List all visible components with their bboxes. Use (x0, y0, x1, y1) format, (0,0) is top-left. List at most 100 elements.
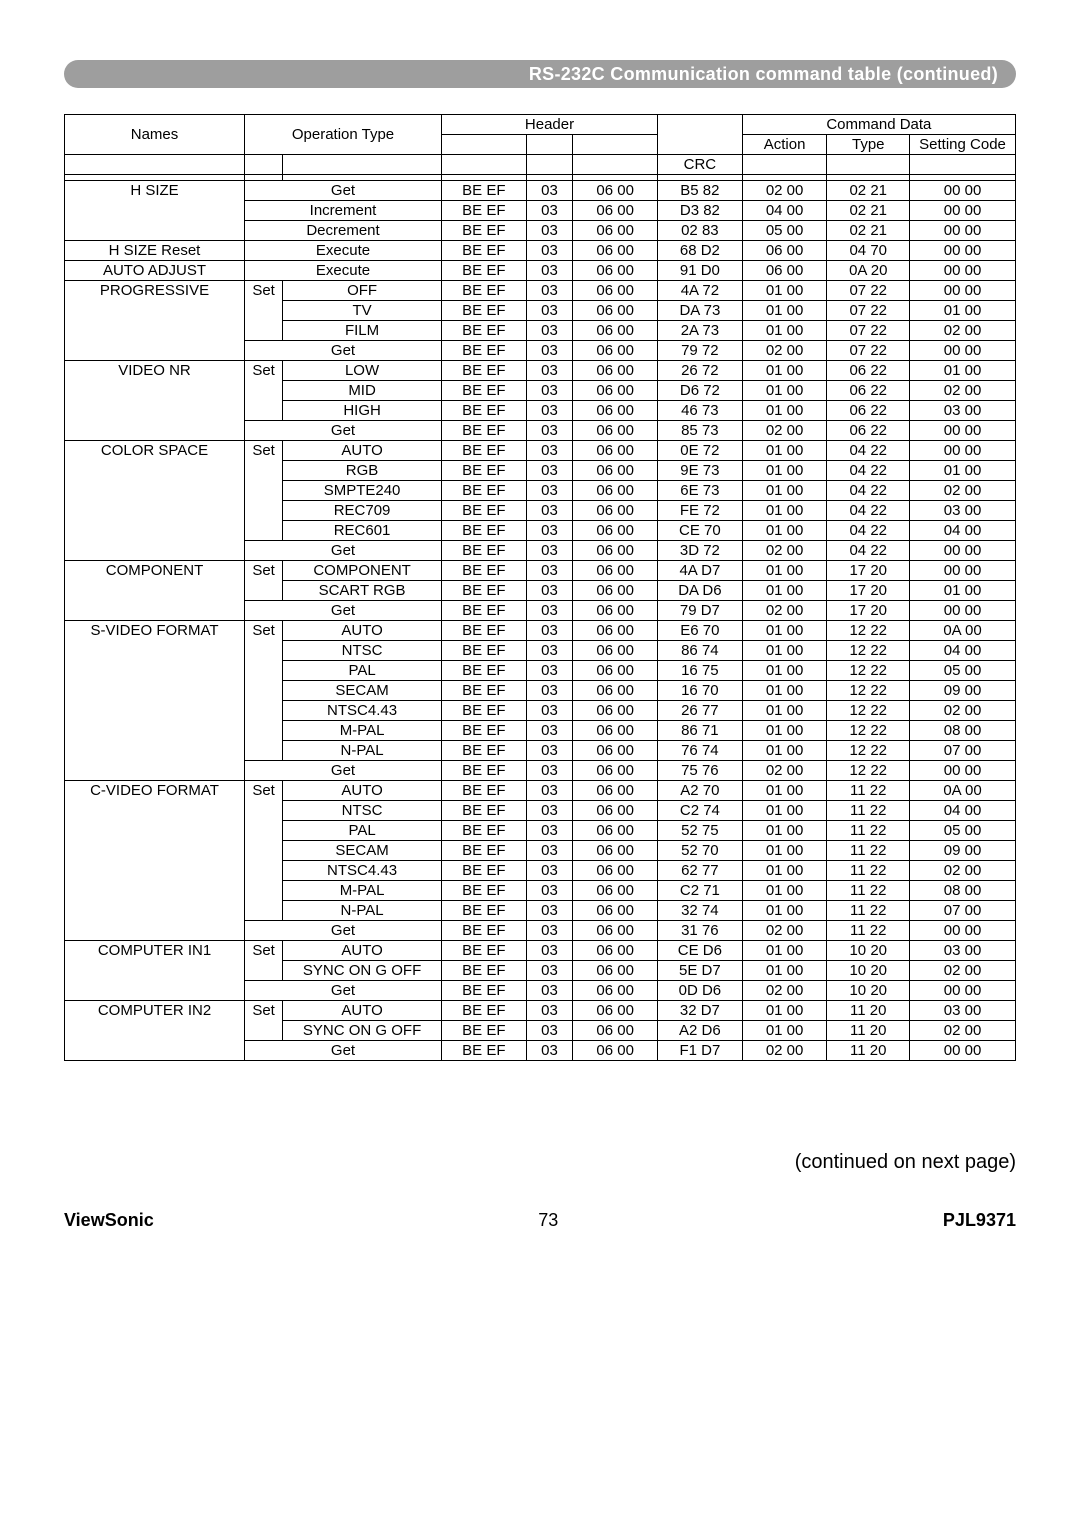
cell-operation: Decrement (245, 221, 442, 241)
cell-sc: 00 00 (910, 601, 1016, 621)
th-command-data: Command Data (742, 115, 1015, 135)
cell-crc: 3D 72 (658, 541, 743, 561)
cell-h1: BE EF (441, 421, 526, 441)
cell-crc: 02 83 (658, 221, 743, 241)
cell-h1: BE EF (441, 681, 526, 701)
cell-h2: 03 (526, 841, 573, 861)
cell-h3: 06 00 (573, 901, 658, 921)
cell-crc: 79 D7 (658, 601, 743, 621)
cell-crc: 75 76 (658, 761, 743, 781)
cell-name: C-VIDEO FORMAT (65, 781, 245, 941)
table-row: PROGRESSIVESetOFFBE EF0306 004A 7201 000… (65, 281, 1016, 301)
cell-sc: 00 00 (910, 561, 1016, 581)
cell-sc: 00 00 (910, 1041, 1016, 1061)
cell-h2: 03 (526, 961, 573, 981)
cell-sc: 00 00 (910, 981, 1016, 1001)
cell-crc: 79 72 (658, 341, 743, 361)
cell-h3: 06 00 (573, 661, 658, 681)
cell-h1: BE EF (441, 661, 526, 681)
cell-type: 12 22 (827, 641, 910, 661)
cell-crc: 85 73 (658, 421, 743, 441)
cell-h2: 03 (526, 341, 573, 361)
cell-h1: BE EF (441, 361, 526, 381)
cell-h2: 03 (526, 381, 573, 401)
cell-set: Set (245, 621, 283, 761)
cell-type: 11 22 (827, 861, 910, 881)
cell-h3: 06 00 (573, 221, 658, 241)
cell-h2: 03 (526, 661, 573, 681)
cell-crc: C2 74 (658, 801, 743, 821)
cell-operation: N-PAL (283, 741, 442, 761)
cell-act: 01 00 (742, 561, 827, 581)
cell-h3: 06 00 (573, 921, 658, 941)
cell-type: 10 20 (827, 941, 910, 961)
cell-act: 01 00 (742, 861, 827, 881)
cell-h3: 06 00 (573, 261, 658, 281)
cell-h1: BE EF (441, 461, 526, 481)
cell-h1: BE EF (441, 921, 526, 941)
cell-crc: F1 D7 (658, 1041, 743, 1061)
cell-type: 07 22 (827, 281, 910, 301)
cell-type: 12 22 (827, 661, 910, 681)
cell-h1: BE EF (441, 181, 526, 201)
cell-operation: Get (245, 761, 442, 781)
cell-h1: BE EF (441, 821, 526, 841)
cell-name: COMPONENT (65, 561, 245, 621)
cell-act: 02 00 (742, 601, 827, 621)
cell-crc: 2A 73 (658, 321, 743, 341)
continued-note: (continued on next page) (64, 1151, 1016, 1174)
cell-type: 06 22 (827, 401, 910, 421)
cell-h2: 03 (526, 861, 573, 881)
cell-h2: 03 (526, 401, 573, 421)
cell-type: 12 22 (827, 761, 910, 781)
cell-operation: Get (245, 921, 442, 941)
cell-type: 04 22 (827, 441, 910, 461)
cell-sc: 02 00 (910, 961, 1016, 981)
model-name: PJL9371 (943, 1210, 1016, 1231)
cell-type: 11 22 (827, 821, 910, 841)
cell-h1: BE EF (441, 781, 526, 801)
th-operation-type: Operation Type (245, 115, 442, 155)
cell-crc: C2 71 (658, 881, 743, 901)
cell-h2: 03 (526, 561, 573, 581)
cell-h2: 03 (526, 801, 573, 821)
cell-sc: 02 00 (910, 381, 1016, 401)
cell-sc: 02 00 (910, 1021, 1016, 1041)
cell-h2: 03 (526, 921, 573, 941)
cell-operation: TV (283, 301, 442, 321)
cell-sc: 01 00 (910, 581, 1016, 601)
cell-act: 01 00 (742, 441, 827, 461)
cell-h3: 06 00 (573, 301, 658, 321)
cell-type: 06 22 (827, 361, 910, 381)
cell-act: 01 00 (742, 821, 827, 841)
cell-h1: BE EF (441, 441, 526, 461)
cell-operation: FILM (283, 321, 442, 341)
cell-operation: M-PAL (283, 721, 442, 741)
th-setting-code: Setting Code (910, 135, 1016, 155)
cell-h3: 06 00 (573, 461, 658, 481)
cell-crc: DA D6 (658, 581, 743, 601)
cell-h2: 03 (526, 641, 573, 661)
table-body: H SIZEGetBE EF0306 00B5 8202 0002 2100 0… (65, 175, 1016, 1061)
cell-operation: M-PAL (283, 881, 442, 901)
cell-h2: 03 (526, 1041, 573, 1061)
cell-h1: BE EF (441, 741, 526, 761)
cell-act: 02 00 (742, 981, 827, 1001)
th-header: Header (441, 115, 657, 135)
cell-name: COMPUTER IN1 (65, 941, 245, 1001)
cell-type: 11 22 (827, 901, 910, 921)
cell-h2: 03 (526, 1001, 573, 1021)
cell-set: Set (245, 941, 283, 981)
cell-crc: A2 D6 (658, 1021, 743, 1041)
cell-act: 01 00 (742, 501, 827, 521)
cell-sc: 08 00 (910, 721, 1016, 741)
cell-operation: Get (245, 981, 442, 1001)
cell-crc: 0E 72 (658, 441, 743, 461)
cell-sc: 00 00 (910, 281, 1016, 301)
cell-h3: 06 00 (573, 861, 658, 881)
cell-act: 01 00 (742, 621, 827, 641)
cell-h2: 03 (526, 781, 573, 801)
cell-type: 04 22 (827, 501, 910, 521)
cell-act: 02 00 (742, 421, 827, 441)
cell-type: 11 22 (827, 881, 910, 901)
